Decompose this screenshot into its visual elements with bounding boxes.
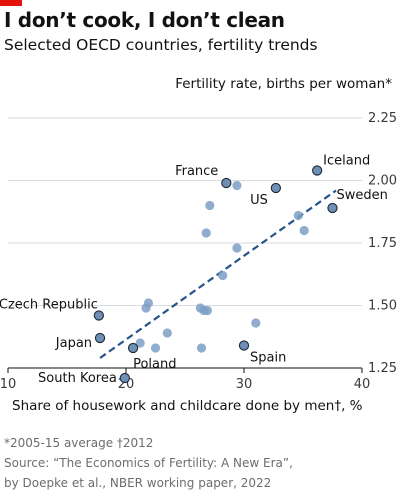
data-point	[251, 318, 261, 328]
point-label-south-korea: South Korea	[38, 371, 117, 386]
data-point-us	[270, 182, 282, 194]
point-label-czech-republic: Czech Republic	[0, 298, 98, 313]
y-tick-label: 2.00	[368, 174, 397, 189]
brand-red-bar	[0, 0, 22, 6]
data-point	[201, 228, 211, 238]
y-tick-label: 1.25	[368, 361, 397, 376]
x-tick-label: 10	[0, 377, 16, 392]
point-label-iceland: Iceland	[323, 154, 370, 169]
data-point-spain	[238, 340, 250, 351]
data-point	[299, 225, 309, 236]
data-point	[232, 243, 242, 253]
data-point	[141, 303, 151, 313]
data-point-south-korea	[119, 372, 130, 384]
data-point	[202, 305, 213, 316]
data-point-sweden	[327, 202, 338, 214]
data-point-japan	[94, 332, 106, 344]
y-axis-label: Fertility rate, births per woman*	[175, 76, 392, 92]
data-point-france	[221, 177, 232, 189]
footnote-source-cont: by Doepke et al., NBER working paper, 20…	[4, 476, 272, 490]
x-tick-label: 30	[236, 377, 253, 392]
point-label-poland: Poland	[133, 357, 176, 372]
x-axis-label: Share of housework and childcare done by…	[12, 398, 363, 414]
data-point	[218, 270, 228, 281]
chart-title: I don’t cook, I don’t clean	[4, 8, 285, 32]
data-point-czech-republic	[93, 310, 105, 321]
point-label-japan: Japan	[55, 336, 92, 351]
data-point	[162, 328, 172, 338]
data-point	[150, 343, 161, 353]
data-point-poland	[127, 342, 139, 354]
y-tick-label: 2.25	[368, 111, 397, 126]
point-label-france: France	[175, 164, 218, 179]
data-point	[232, 180, 242, 191]
data-point-iceland	[312, 165, 323, 176]
trend-line	[99, 189, 337, 359]
footnote-source: Source: “The Economics of Fertility: A N…	[4, 456, 293, 470]
footnote-notes: *2005-15 average †2012	[4, 436, 154, 450]
data-point	[205, 200, 215, 211]
data-point	[293, 210, 303, 221]
point-label-spain: Spain	[250, 351, 286, 366]
y-tick-label: 1.50	[368, 299, 397, 314]
data-point	[196, 343, 207, 353]
point-label-us: US	[250, 193, 268, 208]
x-tick-label: 40	[354, 377, 371, 392]
data-point	[135, 338, 145, 348]
y-tick-label: 1.75	[368, 236, 397, 251]
point-label-sweden: Sweden	[337, 188, 388, 203]
chart-subtitle: Selected OECD countries, fertility trend…	[4, 36, 318, 54]
